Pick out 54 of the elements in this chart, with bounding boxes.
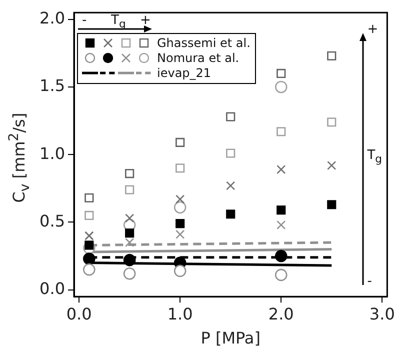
point <box>84 210 94 220</box>
point <box>125 185 134 194</box>
point <box>84 240 94 250</box>
x-tick-label: 1.0 <box>167 304 193 324</box>
point <box>327 160 336 170</box>
y-tick-label: 1.5 <box>40 76 65 96</box>
point <box>125 228 134 238</box>
annotation: - <box>82 12 87 28</box>
point <box>174 201 186 214</box>
legend-label: ievap_21 <box>157 66 212 80</box>
point <box>276 206 286 215</box>
x-tick-label: 3.0 <box>369 304 395 324</box>
annotation: - <box>367 274 372 289</box>
legend-label: Ghassemi et al. <box>157 36 250 50</box>
point <box>226 181 236 190</box>
y-tick-label: 1.0 <box>40 144 65 163</box>
point <box>276 164 286 174</box>
point <box>274 80 288 94</box>
annotation: + <box>140 12 151 28</box>
point <box>176 164 185 173</box>
point <box>176 194 185 204</box>
point <box>327 118 336 127</box>
x-tick-label: 0.0 <box>66 304 92 324</box>
point <box>226 112 236 122</box>
point <box>226 210 236 219</box>
point <box>83 252 96 265</box>
point <box>226 148 236 158</box>
point <box>276 220 286 230</box>
y-tick-label: 0.0 <box>40 278 65 298</box>
legend-label: Nomura et al. <box>157 51 240 66</box>
annotation: + <box>367 22 378 37</box>
point <box>276 68 286 78</box>
point <box>274 250 288 262</box>
x-axis-title: P [MPa] <box>200 328 260 348</box>
point <box>327 200 336 210</box>
point <box>176 219 185 228</box>
y-tick-label: 0.5 <box>40 211 65 230</box>
point <box>327 51 336 60</box>
point <box>176 230 185 239</box>
point <box>174 264 186 278</box>
point <box>84 193 94 202</box>
point <box>125 238 134 248</box>
point <box>125 214 134 223</box>
x-tick-label: 2.0 <box>268 304 294 324</box>
annotation: T$_{g}$ <box>111 12 126 30</box>
point <box>83 263 96 276</box>
y-tick-label: 2.0 <box>40 8 65 28</box>
annotation: T$_{g}$ <box>367 148 382 166</box>
point <box>176 138 185 147</box>
point <box>123 267 136 280</box>
point <box>274 268 288 282</box>
point <box>276 127 286 136</box>
point <box>125 168 134 178</box>
point <box>123 254 136 266</box>
